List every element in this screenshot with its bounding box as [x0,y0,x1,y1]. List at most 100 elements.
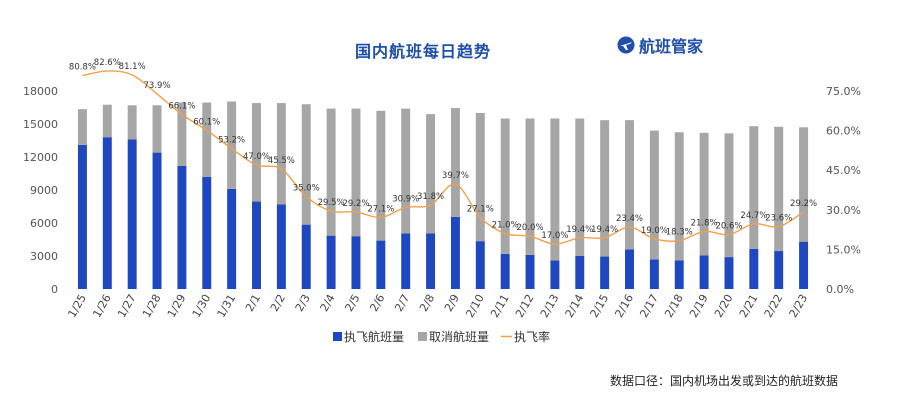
rate-data-label: 27.1% [467,204,494,214]
bar-executed [351,236,361,289]
bar-series [77,101,809,289]
rate-data-label: 39.7% [442,171,469,181]
bar-executed [674,260,684,289]
y-left-tick-label: 6000 [30,217,58,230]
x-tick-label: 2/16 [612,292,636,320]
bar-executed [152,152,162,289]
chart-legend: 执飞航班量 取消航班量 执飞率 [333,329,550,344]
bar-cancelled [749,126,759,249]
data-footnote: 数据口径：国内机场出发或到达的航班数据 [610,374,839,388]
rate-data-label: 60.1% [193,117,220,127]
bar-cancelled [252,103,261,202]
bar-cancelled [625,120,634,250]
bar-cancelled [450,108,460,217]
rate-data-label: 81.1% [119,62,146,72]
x-tick-label: 2/1 [243,292,263,314]
bar-executed [525,254,535,289]
y-axis-right: 0.0% 15.0% 30.0% 45.0% 60.0% 75.0% [826,85,861,296]
rate-data-label: 29.2% [342,199,369,209]
bar-executed [724,257,734,289]
x-tick-label: 2/23 [787,292,811,320]
bar-cancelled [152,105,162,153]
y-left-tick-label: 3000 [30,250,58,263]
bar-cancelled [774,126,784,252]
rate-data-label: 27.1% [367,204,394,214]
bar-executed [252,201,261,289]
x-tick-label: 1/26 [90,292,114,320]
brand-logo: 航班管家 [617,33,703,57]
x-tick-label: 1/28 [140,292,164,320]
x-tick-label: 2/13 [538,292,562,320]
bar-cancelled [500,118,510,254]
rate-data-label: 31.8% [417,192,444,202]
bar-cancelled [227,101,237,189]
rate-data-label: 73.9% [144,81,171,91]
y-right-tick-label: 30.0% [826,204,861,217]
x-tick-label: 2/15 [588,292,612,320]
bar-cancelled [550,118,560,261]
x-tick-label: 2/3 [293,292,313,314]
y-left-tick-label: 0 [51,283,58,296]
bar-cancelled [475,113,485,242]
y-right-tick-label: 75.0% [826,85,861,98]
legend-swatch-cancelled [418,332,427,341]
bar-executed [227,188,237,289]
x-tick-label: 2/5 [342,292,362,314]
x-axis: 1/25 1/26 1/27 1/28 1/29 1/30 1/31 2/1 2/2 2/3 2/4… [65,292,810,320]
x-tick-label: 2/19 [687,292,711,320]
x-tick-label: 1/27 [115,292,139,320]
bar-executed [177,165,187,289]
rate-line [82,70,804,245]
y-right-tick-label: 15.0% [826,243,861,256]
rate-data-label: 19.0% [641,226,668,236]
chart-title: 国内航班每日趋势 [355,42,492,61]
rate-data-label: 19.4% [591,225,618,235]
bar-cancelled [301,104,311,225]
bar-executed [202,176,212,289]
rate-data-label: 23.4% [616,214,643,224]
bar-executed [376,240,386,289]
bar-cancelled [674,132,684,261]
bar-cancelled [699,132,709,256]
bar-executed [102,137,112,289]
rate-data-label: 21.0% [492,221,519,231]
x-tick-label: 2/18 [662,292,686,320]
x-tick-label: 2/4 [318,292,338,314]
bar-cancelled [102,104,112,138]
airplane-logo-icon [617,36,635,54]
x-tick-label: 2/21 [737,292,761,320]
legend-swatch-executed [333,332,342,341]
rate-data-label: 23.6% [765,214,792,224]
rate-data-label: 30.9% [392,194,419,204]
bar-cancelled [649,130,659,260]
bar-executed [649,259,659,289]
x-tick-label: 2/8 [417,292,437,314]
bar-executed [500,253,510,289]
bar-cancelled [724,133,734,258]
x-tick-label: 2/2 [268,292,288,314]
rate-data-label: 66.1% [168,101,195,111]
bar-executed [401,233,411,289]
rate-data-label: 20.6% [715,222,742,232]
y-left-tick-label: 18000 [23,85,58,98]
y-axis-left: 0 3000 6000 9000 12000 15000 18000 [23,85,58,296]
bar-executed [475,241,485,289]
y-left-tick-label: 12000 [23,151,58,164]
bar-executed [699,255,709,289]
bar-cancelled [177,102,187,166]
bar-executed [301,224,311,289]
x-tick-label: 2/7 [392,292,412,314]
x-tick-label: 1/25 [65,292,89,320]
bar-executed [749,248,759,289]
y-right-tick-label: 60.0% [826,125,861,138]
x-tick-label: 2/14 [563,292,587,320]
bar-cancelled [575,118,585,256]
bar-executed [774,251,784,289]
rate-data-label: 20.0% [517,223,544,233]
bar-cancelled [376,110,386,241]
x-tick-label: 1/29 [165,292,189,320]
bar-cancelled [401,108,411,234]
bar-executed [326,235,336,289]
bar-executed [450,216,460,289]
